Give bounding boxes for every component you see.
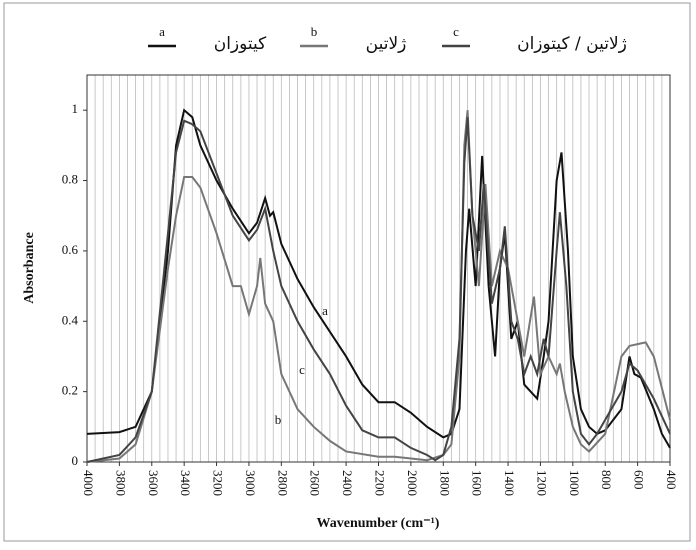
- x-tick-label: 800: [599, 470, 614, 490]
- series-line: [86, 110, 671, 463]
- y-tick-label: 0.6: [62, 242, 79, 257]
- x-tick-label: 3400: [178, 470, 193, 496]
- legend-letter: a: [159, 24, 165, 39]
- x-tick-label: 400: [664, 470, 679, 490]
- series-line: [86, 117, 671, 463]
- x-tick-label: 1600: [470, 470, 485, 496]
- x-tick-label: 600: [632, 470, 647, 490]
- x-tick-label: 3600: [146, 470, 161, 496]
- x-tick-label: 1400: [502, 470, 517, 496]
- y-tick-label: 1: [72, 101, 79, 116]
- x-tick-label: 3200: [211, 470, 226, 496]
- y-tick-label: 0: [72, 453, 79, 468]
- x-tick-label: 2200: [373, 470, 388, 496]
- legend-label: ژلاتین: [366, 34, 407, 54]
- curve-label: a: [322, 303, 328, 318]
- x-axis-label: Wavenumber (cm⁻¹): [317, 516, 440, 531]
- y-tick-label: 0.2: [62, 383, 78, 398]
- y-tick-label: 0.4: [62, 312, 79, 327]
- x-tick-label: 1800: [437, 470, 452, 496]
- x-tick-label: 3000: [243, 470, 258, 496]
- legend-letter: c: [453, 24, 459, 39]
- y-axis-label: Absorbance: [22, 232, 37, 304]
- x-tick-label: 2800: [275, 470, 290, 496]
- x-tick-label: 1000: [567, 470, 582, 496]
- x-tick-label: 2000: [405, 470, 420, 496]
- frame: [3, 2, 691, 542]
- x-tick-label: 2400: [340, 470, 355, 496]
- y-tick-label: 0.8: [62, 172, 78, 187]
- x-tick-label: 4000: [81, 470, 96, 496]
- x-tick-label: 3800: [113, 470, 128, 496]
- legend-label: کیتوزان: [214, 34, 267, 54]
- legend-label: ژلاتین / کیتوزان: [517, 34, 627, 54]
- curve-label: c: [299, 362, 305, 377]
- curve-label: b: [275, 412, 282, 427]
- legend-letter: b: [311, 24, 318, 39]
- x-tick-label: 2600: [308, 470, 323, 496]
- x-tick-label: 1200: [534, 470, 549, 496]
